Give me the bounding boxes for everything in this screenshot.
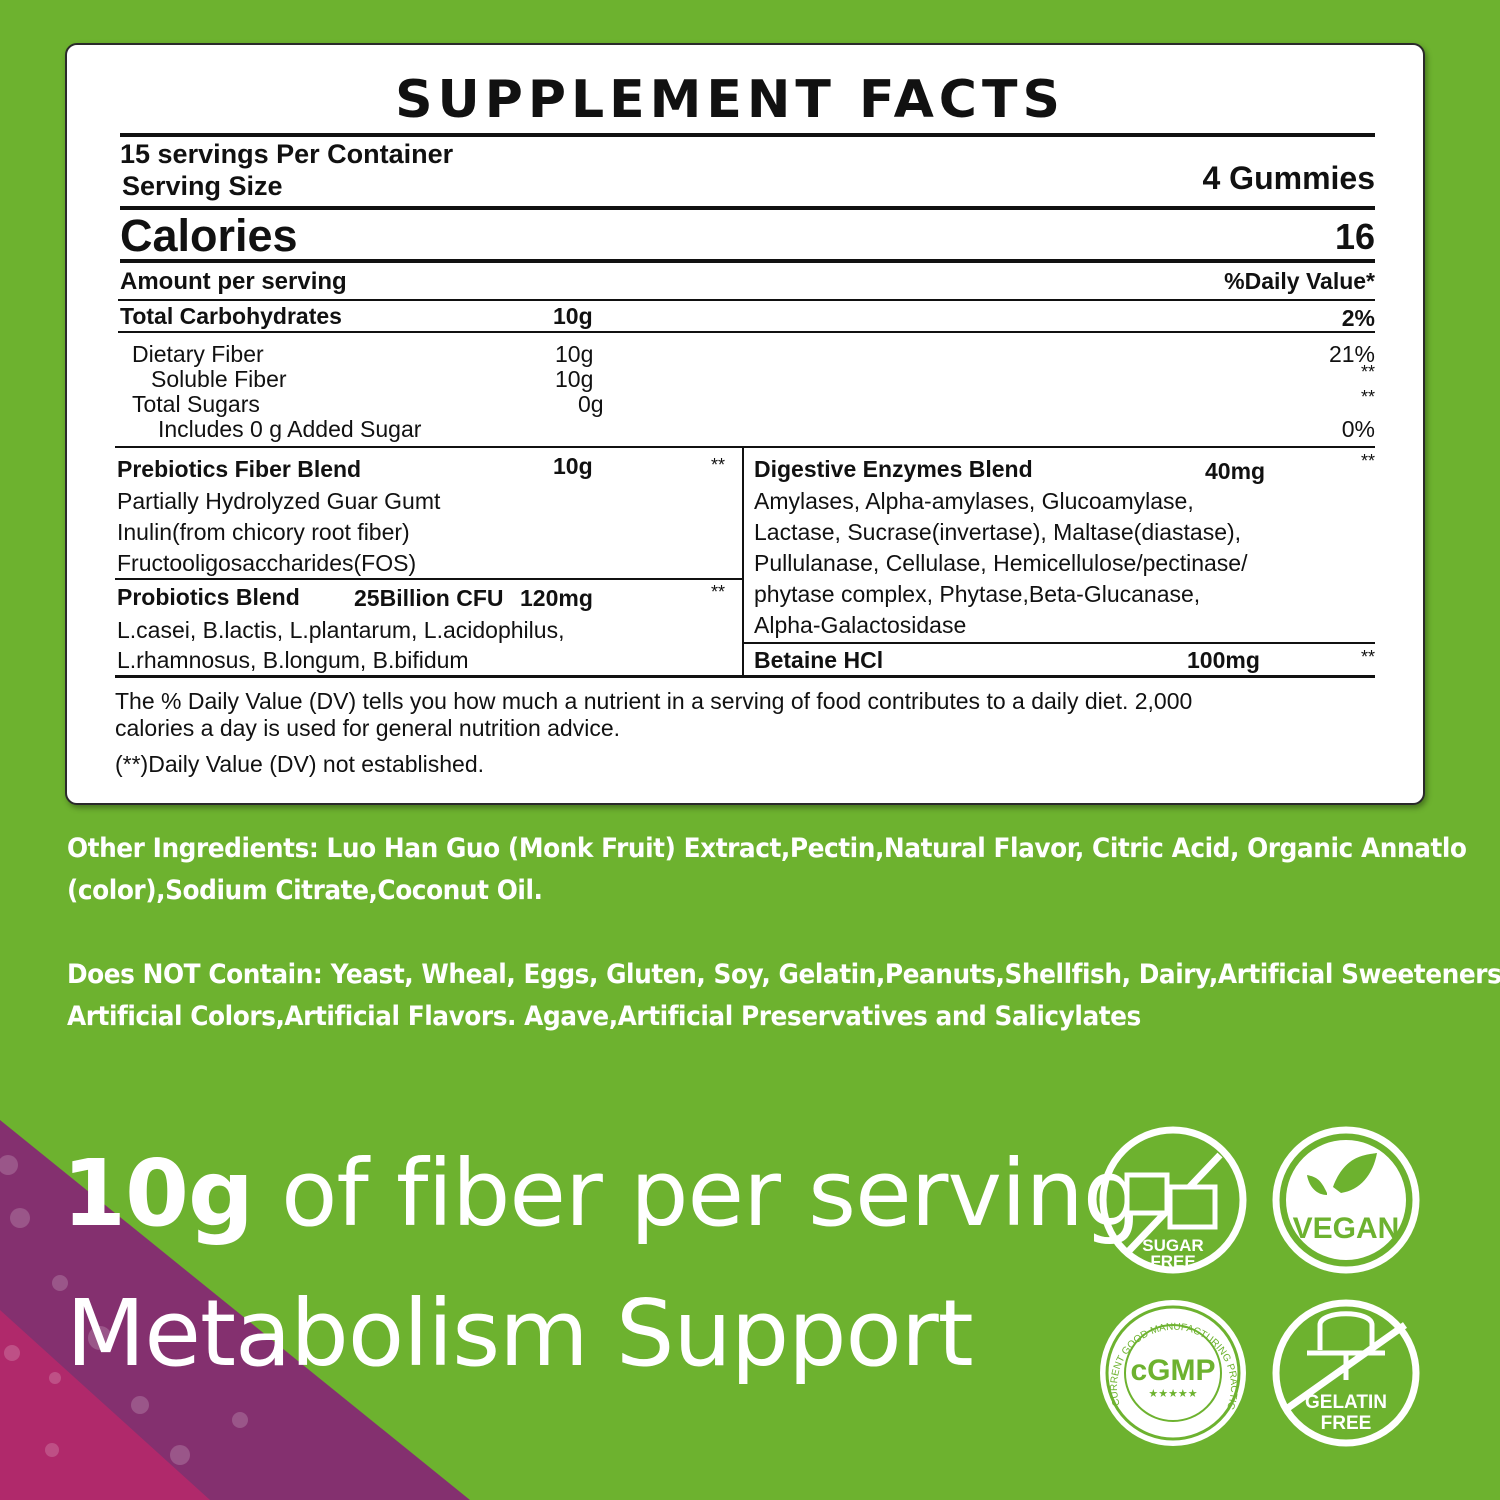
row-name: Soluble Fiber xyxy=(151,366,287,392)
row-amount: 10g xyxy=(555,341,594,367)
row-amount: 10g xyxy=(553,303,593,329)
calories-label: Calories xyxy=(120,210,298,261)
ingredient: Fructooligosaccharides(FOS) xyxy=(117,550,417,576)
svg-text:VEGAN: VEGAN xyxy=(1293,1212,1400,1245)
ingredient: Alpha-Galactosidase xyxy=(754,612,967,638)
ingredient: L.rhamnosus, B.longum, B.bifidum xyxy=(117,647,469,673)
ingredient: Partially Hydrolyzed Guar Gumt xyxy=(117,488,441,514)
svg-text:GELATIN: GELATIN xyxy=(1305,1392,1387,1413)
betaine-amount: 100mg xyxy=(1187,647,1260,673)
cgmp-badge: cGMP ★★★★★ CURRENT GOOD MANUFACTURING PR… xyxy=(1095,1125,1246,1446)
row-name: Includes 0 g Added Sugar xyxy=(158,416,422,442)
betaine-dv: ** xyxy=(1360,647,1375,667)
servings-per-container: 15 servings Per Container xyxy=(120,139,454,169)
divider xyxy=(120,133,1375,137)
prebiotics-amount: 10g xyxy=(553,453,593,479)
probiotics-amount: 120mg xyxy=(520,585,593,611)
prebiotics-dv: ** xyxy=(711,455,726,475)
row-dv: 2% xyxy=(1341,305,1375,331)
divider xyxy=(118,299,1375,301)
footnote: (**)Daily Value (DV) not established. xyxy=(115,751,485,777)
ingredient: L.casei, B.lactis, L.plantarum, L.acidop… xyxy=(117,617,565,643)
row-dv: ** xyxy=(1360,387,1375,407)
row-name: Total Sugars xyxy=(132,391,260,417)
amount-per-serving: Amount per serving xyxy=(120,268,347,295)
column-divider xyxy=(742,446,744,676)
serving-size-label: Serving Size xyxy=(122,171,283,201)
svg-text:cGMP: cGMP xyxy=(1130,1354,1215,1387)
divider xyxy=(118,331,1375,333)
row-amount: 10g xyxy=(555,366,594,392)
does-not-contain: Does NOT Contain: Yeast, Wheal, Eggs, Gl… xyxy=(67,959,1500,990)
row-name: Dietary Fiber xyxy=(132,341,264,367)
divider xyxy=(120,206,1375,210)
divider xyxy=(115,675,1375,678)
does-not-contain: Artificial Colors,Artificial Flavors. Ag… xyxy=(67,1001,1141,1032)
svg-text:FREE: FREE xyxy=(1321,1413,1372,1434)
row-dv: ** xyxy=(1360,362,1375,382)
panel-title: SUPPLEMENT FACTS xyxy=(395,70,1065,130)
ingredient: Inulin(from chicory root fiber) xyxy=(117,519,410,545)
footnote: The % Daily Value (DV) tells you how muc… xyxy=(115,688,1193,714)
gelatin-free-badge: GELATIN FREE xyxy=(1272,1299,1420,1447)
probiotics-cfu: 25Billion CFU xyxy=(354,585,504,611)
ingredient: phytase complex, Phytase,Beta-Glucanase, xyxy=(754,581,1201,607)
jelly-icon xyxy=(1317,1311,1375,1350)
divider xyxy=(115,446,1375,448)
headline-rest: of fiber per serving xyxy=(252,1140,1141,1247)
svg-text:SUGAR: SUGAR xyxy=(1142,1236,1203,1255)
divider xyxy=(120,259,1375,263)
vegan-badge: VEGAN xyxy=(1272,1126,1420,1274)
betaine-name: Betaine HCl xyxy=(754,647,884,673)
row-dv: 21% xyxy=(1328,341,1375,367)
divider xyxy=(742,642,1375,644)
probiotics-dv: ** xyxy=(711,582,726,602)
certification-badges: SUGAR FREE VEGAN cGMP ★★★★★ CURRENT GOOD… xyxy=(1095,1125,1420,1447)
ingredient: Amylases, Alpha-amylases, Glucoamylase, xyxy=(754,488,1194,514)
sugar-free-badge: SUGAR FREE xyxy=(1099,1126,1247,1274)
row-amount: 0g xyxy=(578,391,604,417)
supplement-facts-panel xyxy=(65,43,1425,805)
row-name: Total Carbohydrates xyxy=(120,303,342,329)
probiotics-name: Probiotics Blend xyxy=(117,584,300,610)
prebiotics-name: Prebiotics Fiber Blend xyxy=(117,456,362,482)
leaf-icon xyxy=(1307,1153,1377,1195)
headline-line-2: Metabolism Support xyxy=(66,1280,974,1387)
divider xyxy=(115,578,743,580)
svg-text:FREE: FREE xyxy=(1150,1252,1195,1271)
row-dv: 0% xyxy=(1341,416,1375,442)
enzymes-name: Digestive Enzymes Blend xyxy=(754,456,1033,482)
serving-size-value: 4 Gummies xyxy=(1202,160,1375,196)
daily-value-header: %Daily Value* xyxy=(1224,268,1375,294)
headline-line-1: 10g of fiber per serving xyxy=(62,1140,1141,1247)
other-ingredients: (color),Sodium Citrate,Coconut Oil. xyxy=(67,875,543,906)
footnote: calories a day is used for general nutri… xyxy=(115,715,621,741)
other-ingredients: Other Ingredients: Luo Han Guo (Monk Fru… xyxy=(67,833,1467,864)
headline-bold: 10g xyxy=(62,1140,254,1247)
enzymes-dv: ** xyxy=(1360,451,1375,471)
svg-text:★★★★★: ★★★★★ xyxy=(1148,1388,1197,1400)
ingredient: Pullulanase, Cellulase, Hemicellulose/pe… xyxy=(754,550,1248,576)
calories-value: 16 xyxy=(1334,216,1375,257)
enzymes-amount: 40mg xyxy=(1205,458,1266,484)
ingredient: Lactase, Sucrase(invertase), Maltase(dia… xyxy=(754,519,1242,545)
